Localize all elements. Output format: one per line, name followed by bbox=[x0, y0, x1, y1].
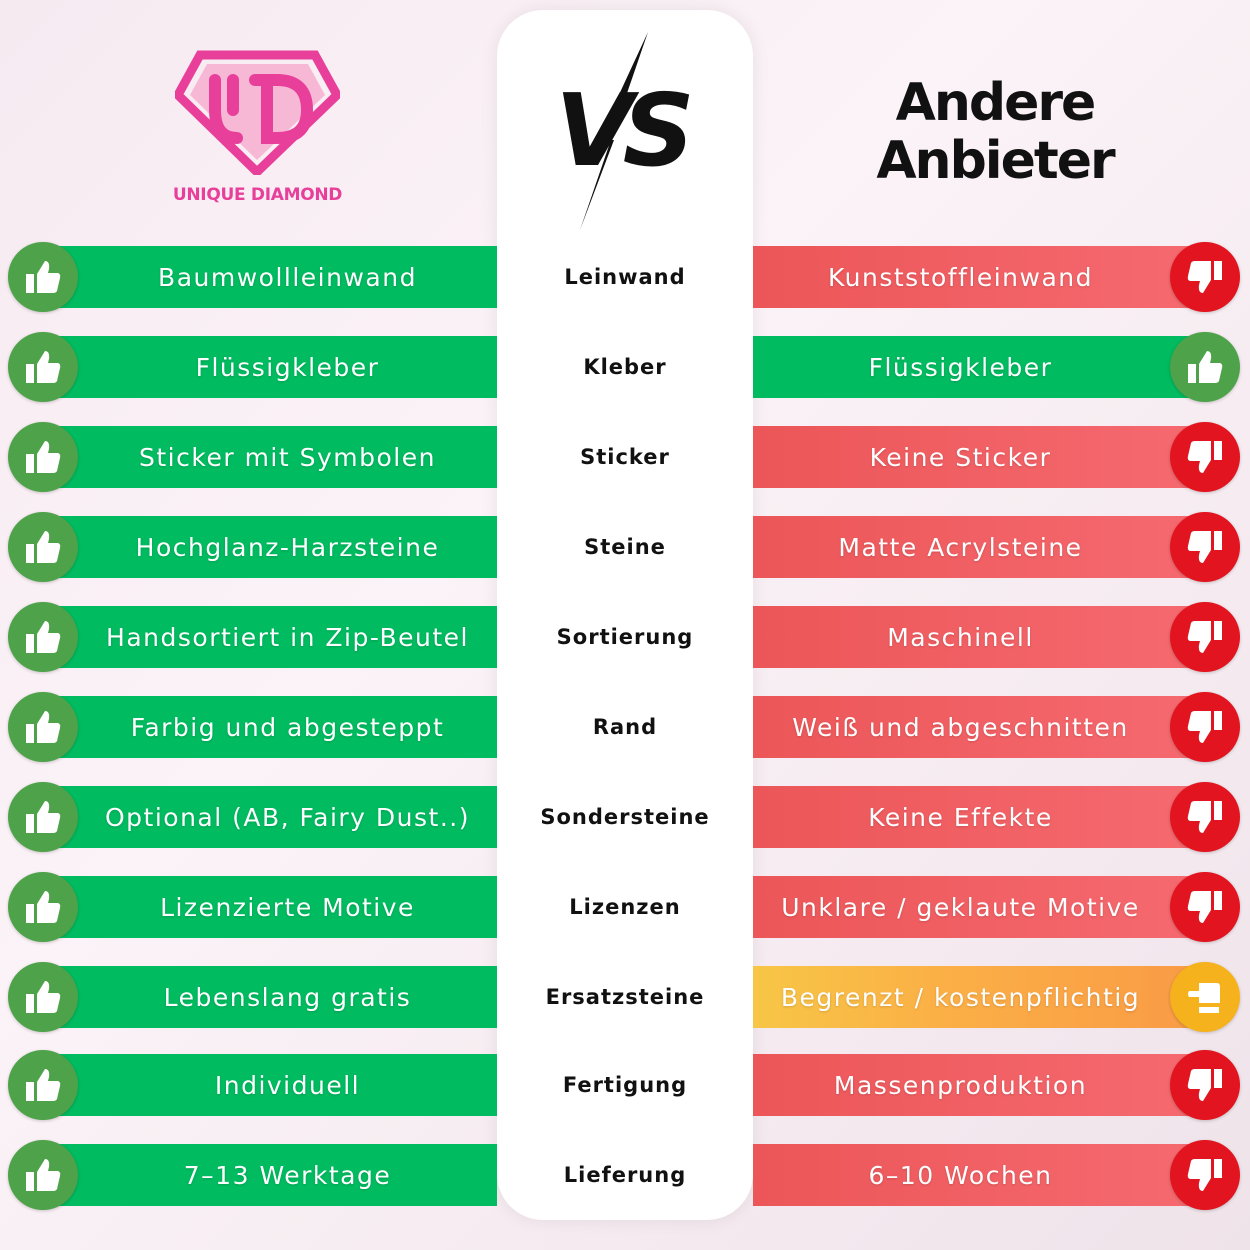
category-label: Sondersteine bbox=[540, 805, 710, 829]
category-label: Sticker bbox=[580, 445, 670, 469]
thumbs-up-icon bbox=[8, 422, 78, 492]
thumbs-up-icon bbox=[8, 602, 78, 672]
competitor-feature: Begrenzt / kostenpflichtig bbox=[753, 966, 1208, 1028]
thumbs-down-icon bbox=[1170, 1140, 1240, 1210]
competitor-feature: Unklare / geklaute Motive bbox=[753, 876, 1208, 938]
category-label: Ersatzsteine bbox=[545, 985, 705, 1009]
competitor-feature: Weiß und abgeschnitten bbox=[753, 696, 1208, 758]
category-label: Lizenzen bbox=[569, 895, 681, 919]
competitor-feature: 6–10 Wochen bbox=[753, 1144, 1208, 1206]
competitor-feature: Keine Effekte bbox=[753, 786, 1208, 848]
competitor-feature: Kunststoffleinwand bbox=[753, 246, 1208, 308]
thumbs-up-icon bbox=[8, 1140, 78, 1210]
our-feature: Sticker mit Symbolen bbox=[40, 426, 497, 488]
competitor-title: Andere Anbieter bbox=[876, 73, 1115, 191]
our-feature: Farbig und abgesteppt bbox=[40, 696, 497, 758]
category-label: Leinwand bbox=[564, 265, 686, 289]
our-feature: Handsortiert in Zip-Beutel bbox=[40, 606, 497, 668]
thumbs-up-icon bbox=[8, 962, 78, 1032]
comparison-row: Handsortiert in Zip-Beutel Sortierung Ma… bbox=[0, 602, 1250, 672]
thumbs-down-icon bbox=[1170, 1050, 1240, 1120]
comparison-row: Lizenzierte Motive Lizenzen Unklare / ge… bbox=[0, 872, 1250, 942]
vs-emblem: VS bbox=[550, 30, 700, 234]
comparison-row: Individuell Fertigung Massenproduktion bbox=[0, 1050, 1250, 1120]
our-feature: Lizenzierte Motive bbox=[40, 876, 497, 938]
our-feature: Optional (AB, Fairy Dust..) bbox=[40, 786, 497, 848]
thumbs-down-icon bbox=[1170, 512, 1240, 582]
comparison-row: Farbig und abgesteppt Rand Weiß und abge… bbox=[0, 692, 1250, 762]
thumbs-down-icon bbox=[1170, 422, 1240, 492]
thumbs-down-icon bbox=[1170, 872, 1240, 942]
comparison-row: Lebenslang gratis Ersatzsteine Begrenzt … bbox=[0, 962, 1250, 1032]
competitor-feature: Maschinell bbox=[753, 606, 1208, 668]
category-label: Rand bbox=[592, 715, 658, 739]
competitor-feature: Flüssigkleber bbox=[753, 336, 1208, 398]
category-label: Fertigung bbox=[562, 1073, 688, 1097]
diamond-logo-icon bbox=[172, 50, 343, 179]
brand-name: UNIQUE DIAMOND bbox=[172, 185, 343, 205]
category-label: Lieferung bbox=[563, 1163, 687, 1187]
category-label: Sortierung bbox=[556, 625, 694, 649]
comparison-row: Hochglanz-Harzsteine Steine Matte Acryls… bbox=[0, 512, 1250, 582]
our-feature: Flüssigkleber bbox=[40, 336, 497, 398]
thumbs-up-icon bbox=[8, 782, 78, 852]
thumbs-up-icon bbox=[8, 242, 78, 312]
competitor-feature: Matte Acrylsteine bbox=[753, 516, 1208, 578]
thumbs-up-icon bbox=[1170, 332, 1240, 402]
our-feature: Lebenslang gratis bbox=[40, 966, 497, 1028]
brand-logo: UNIQUE DIAMOND bbox=[160, 50, 355, 205]
thumbs-down-icon bbox=[1170, 602, 1240, 672]
thumbs-up-icon bbox=[8, 692, 78, 762]
category-label: Steine bbox=[584, 535, 666, 559]
vs-text: VS bbox=[555, 72, 689, 189]
competitor-feature: Massenproduktion bbox=[753, 1054, 1208, 1116]
comparison-center-column bbox=[497, 10, 753, 1220]
our-feature: Hochglanz-Harzsteine bbox=[40, 516, 497, 578]
thumbs-up-icon bbox=[8, 332, 78, 402]
comparison-row: 7–13 Werktage Lieferung 6–10 Wochen bbox=[0, 1140, 1250, 1210]
competitor-feature: Keine Sticker bbox=[753, 426, 1208, 488]
vs-lightning-icon: VS bbox=[555, 32, 700, 230]
thumbs-down-icon bbox=[1170, 782, 1240, 852]
category-label: Kleber bbox=[583, 355, 667, 379]
thumbs-up-icon bbox=[8, 1050, 78, 1120]
thumbs-up-icon bbox=[8, 512, 78, 582]
comparison-row: Sticker mit Symbolen Sticker Keine Stick… bbox=[0, 422, 1250, 492]
thumbs-down-icon bbox=[1170, 242, 1240, 312]
thumbs-down-icon bbox=[1170, 692, 1240, 762]
comparison-row: Baumwollleinwand Leinwand Kunststofflein… bbox=[0, 242, 1250, 312]
hand-sideways-icon bbox=[1170, 962, 1240, 1032]
our-feature: Individuell bbox=[40, 1054, 497, 1116]
our-feature: Baumwollleinwand bbox=[40, 246, 497, 308]
our-feature: 7–13 Werktage bbox=[40, 1144, 497, 1206]
comparison-row: Optional (AB, Fairy Dust..) Sondersteine… bbox=[0, 782, 1250, 852]
comparison-row: Flüssigkleber Kleber Flüssigkleber bbox=[0, 332, 1250, 402]
thumbs-up-icon bbox=[8, 872, 78, 942]
